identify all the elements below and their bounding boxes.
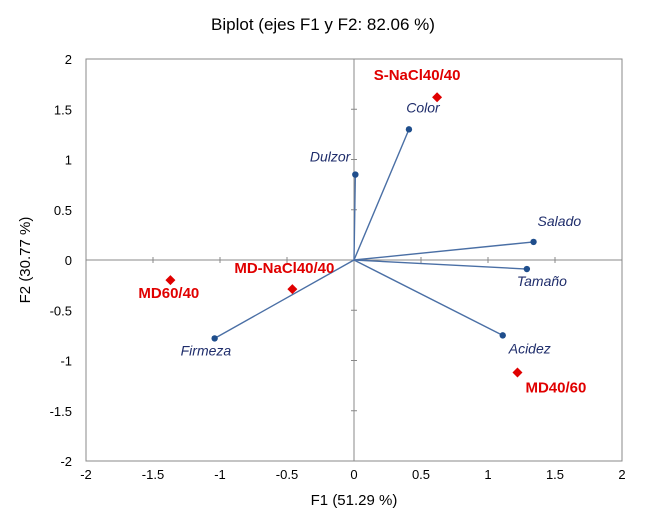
x-tick-label: 0 [350, 467, 357, 482]
observation-label: S-NaCl40/40 [374, 67, 461, 84]
variable-point [352, 171, 359, 178]
variable-vector [353, 129, 410, 261]
y-tick-label: 2 [65, 52, 72, 67]
y-tick-label: 0 [65, 253, 72, 268]
x-tick-label: 2 [618, 467, 625, 482]
y-tick-label: -1 [60, 354, 72, 369]
x-tick-label: -2 [80, 467, 92, 482]
variable-vector [214, 259, 355, 340]
y-tick-label: -2 [60, 454, 72, 469]
variable-vector [353, 241, 534, 261]
y-tick-label: -1.5 [50, 404, 72, 419]
observation-point [287, 284, 298, 295]
vectors-layer: Color Dulzor Salado Tamaño Acidez Firmeza [181, 99, 582, 358]
x-tick-label: 1 [484, 467, 491, 482]
x-tick-label: 0.5 [412, 467, 430, 482]
variable-point [530, 238, 537, 246]
observation-label: MD-NaCl40/40 [234, 260, 334, 277]
variable-point [405, 126, 413, 133]
variable-label: Acidez [508, 340, 551, 356]
variable-point [211, 335, 218, 342]
observation-point [512, 367, 523, 378]
x-tick-label: -1 [214, 467, 226, 482]
observation-label: MD40/60 [525, 380, 586, 397]
observation-point [165, 275, 176, 286]
variable-vector [353, 174, 357, 261]
variable-label: Tamaño [517, 273, 567, 289]
y-tick-label: 1 [65, 153, 72, 168]
variable-label: Dulzor [310, 149, 352, 165]
variable-point [499, 332, 506, 339]
y-axis-label: F2 (30.77 %) [17, 217, 34, 304]
y-tick-label: 0.5 [54, 203, 72, 218]
observation-point [432, 92, 443, 103]
x-tick-label: -0.5 [276, 467, 298, 482]
x-tick-label: 1.5 [546, 467, 564, 482]
axes-layer: -2 -1.5 -1 -0.5 0 0.5 1 1.5 2 -2 -1.5 -1 -0.5 0 0.5 1 1.… [50, 52, 626, 482]
x-tick-label: -1.5 [142, 467, 164, 482]
y-tick-label: -0.5 [50, 303, 72, 318]
y-tick-label: 1.5 [54, 102, 72, 117]
observation-label: MD60/40 [138, 285, 199, 302]
variable-label: Color [406, 99, 441, 115]
observations-layer: S-NaCl40/40 MD-NaCl40/40 MD60/40 MD40/60 [138, 67, 586, 396]
variable-label: Salado [538, 213, 582, 229]
variable-vector [353, 259, 504, 336]
variable-point [523, 265, 531, 273]
x-axis-label: F1 (51.29 %) [311, 492, 398, 509]
chart-title: Biplot (ejes F1 y F2: 82.06 %) [211, 15, 435, 34]
variable-vector [353, 259, 527, 270]
variable-label: Firmeza [181, 342, 232, 358]
